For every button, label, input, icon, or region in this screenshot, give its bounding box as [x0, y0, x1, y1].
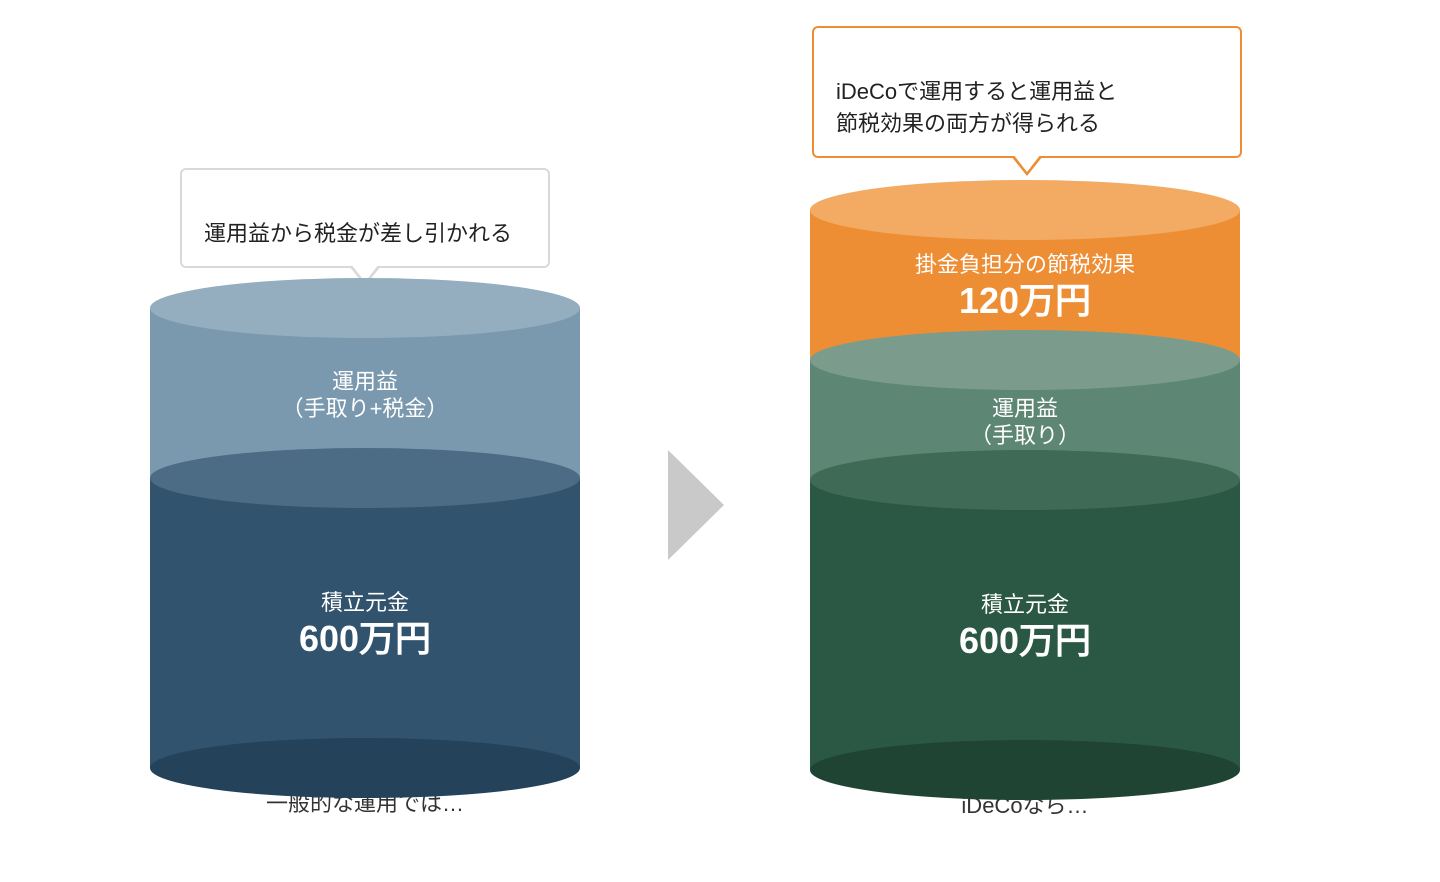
arrow-icon — [668, 450, 724, 565]
segment-label-line1: 積立元金 — [321, 589, 409, 617]
cylinder-segment: 積立元金600万円 — [810, 480, 1240, 770]
segment-label-line2: 120万円 — [959, 278, 1091, 323]
callout-left: 運用益から税金が差し引かれる — [180, 168, 550, 268]
cylinder-right-column: 掛金負担分の節税効果120万円運用益（手取り）積立元金600万円 iDeCoなら… — [810, 210, 1240, 820]
callout-left-text: 運用益から税金が差し引かれる — [204, 221, 512, 246]
segment-label-line1: 積立元金 — [981, 591, 1069, 619]
segment-label-line1: 掛金負担分の節税効果 — [915, 251, 1135, 279]
cylinder-left: 運用益（手取り+税金） 積立元金600万円 — [150, 308, 580, 768]
callout-right-text: iDeCoで運用すると運用益と 節税効果の両方が得られる — [836, 79, 1117, 136]
segment-label: 積立元金600万円 — [810, 480, 1240, 770]
cylinder-bottom-cap — [150, 738, 580, 798]
segment-label-line2: 600万円 — [299, 616, 431, 661]
diagram-stage: 運用益から税金が差し引かれる iDeCoで運用すると運用益と 節税効果の両方が得… — [0, 0, 1440, 882]
segment-label-line2: （手取り） — [970, 422, 1080, 450]
cylinder-right: 掛金負担分の節税効果120万円運用益（手取り） 積立元金600万円 — [810, 210, 1240, 770]
callout-right: iDeCoで運用すると運用益と 節税効果の両方が得られる — [812, 26, 1242, 158]
segment-label-line1: 運用益 — [332, 368, 398, 396]
segment-label: 積立元金600万円 — [150, 478, 580, 768]
segment-label-line2: 600万円 — [959, 618, 1091, 663]
segment-label-line2: （手取り+税金） — [282, 395, 449, 423]
cylinder-left-column: 運用益（手取り+税金）積立元金600万円 一般的な運用では… — [150, 308, 580, 818]
cylinder-segment: 積立元金600万円 — [150, 478, 580, 768]
segment-label-line1: 運用益 — [992, 395, 1058, 423]
cylinder-bottom-cap — [810, 740, 1240, 800]
